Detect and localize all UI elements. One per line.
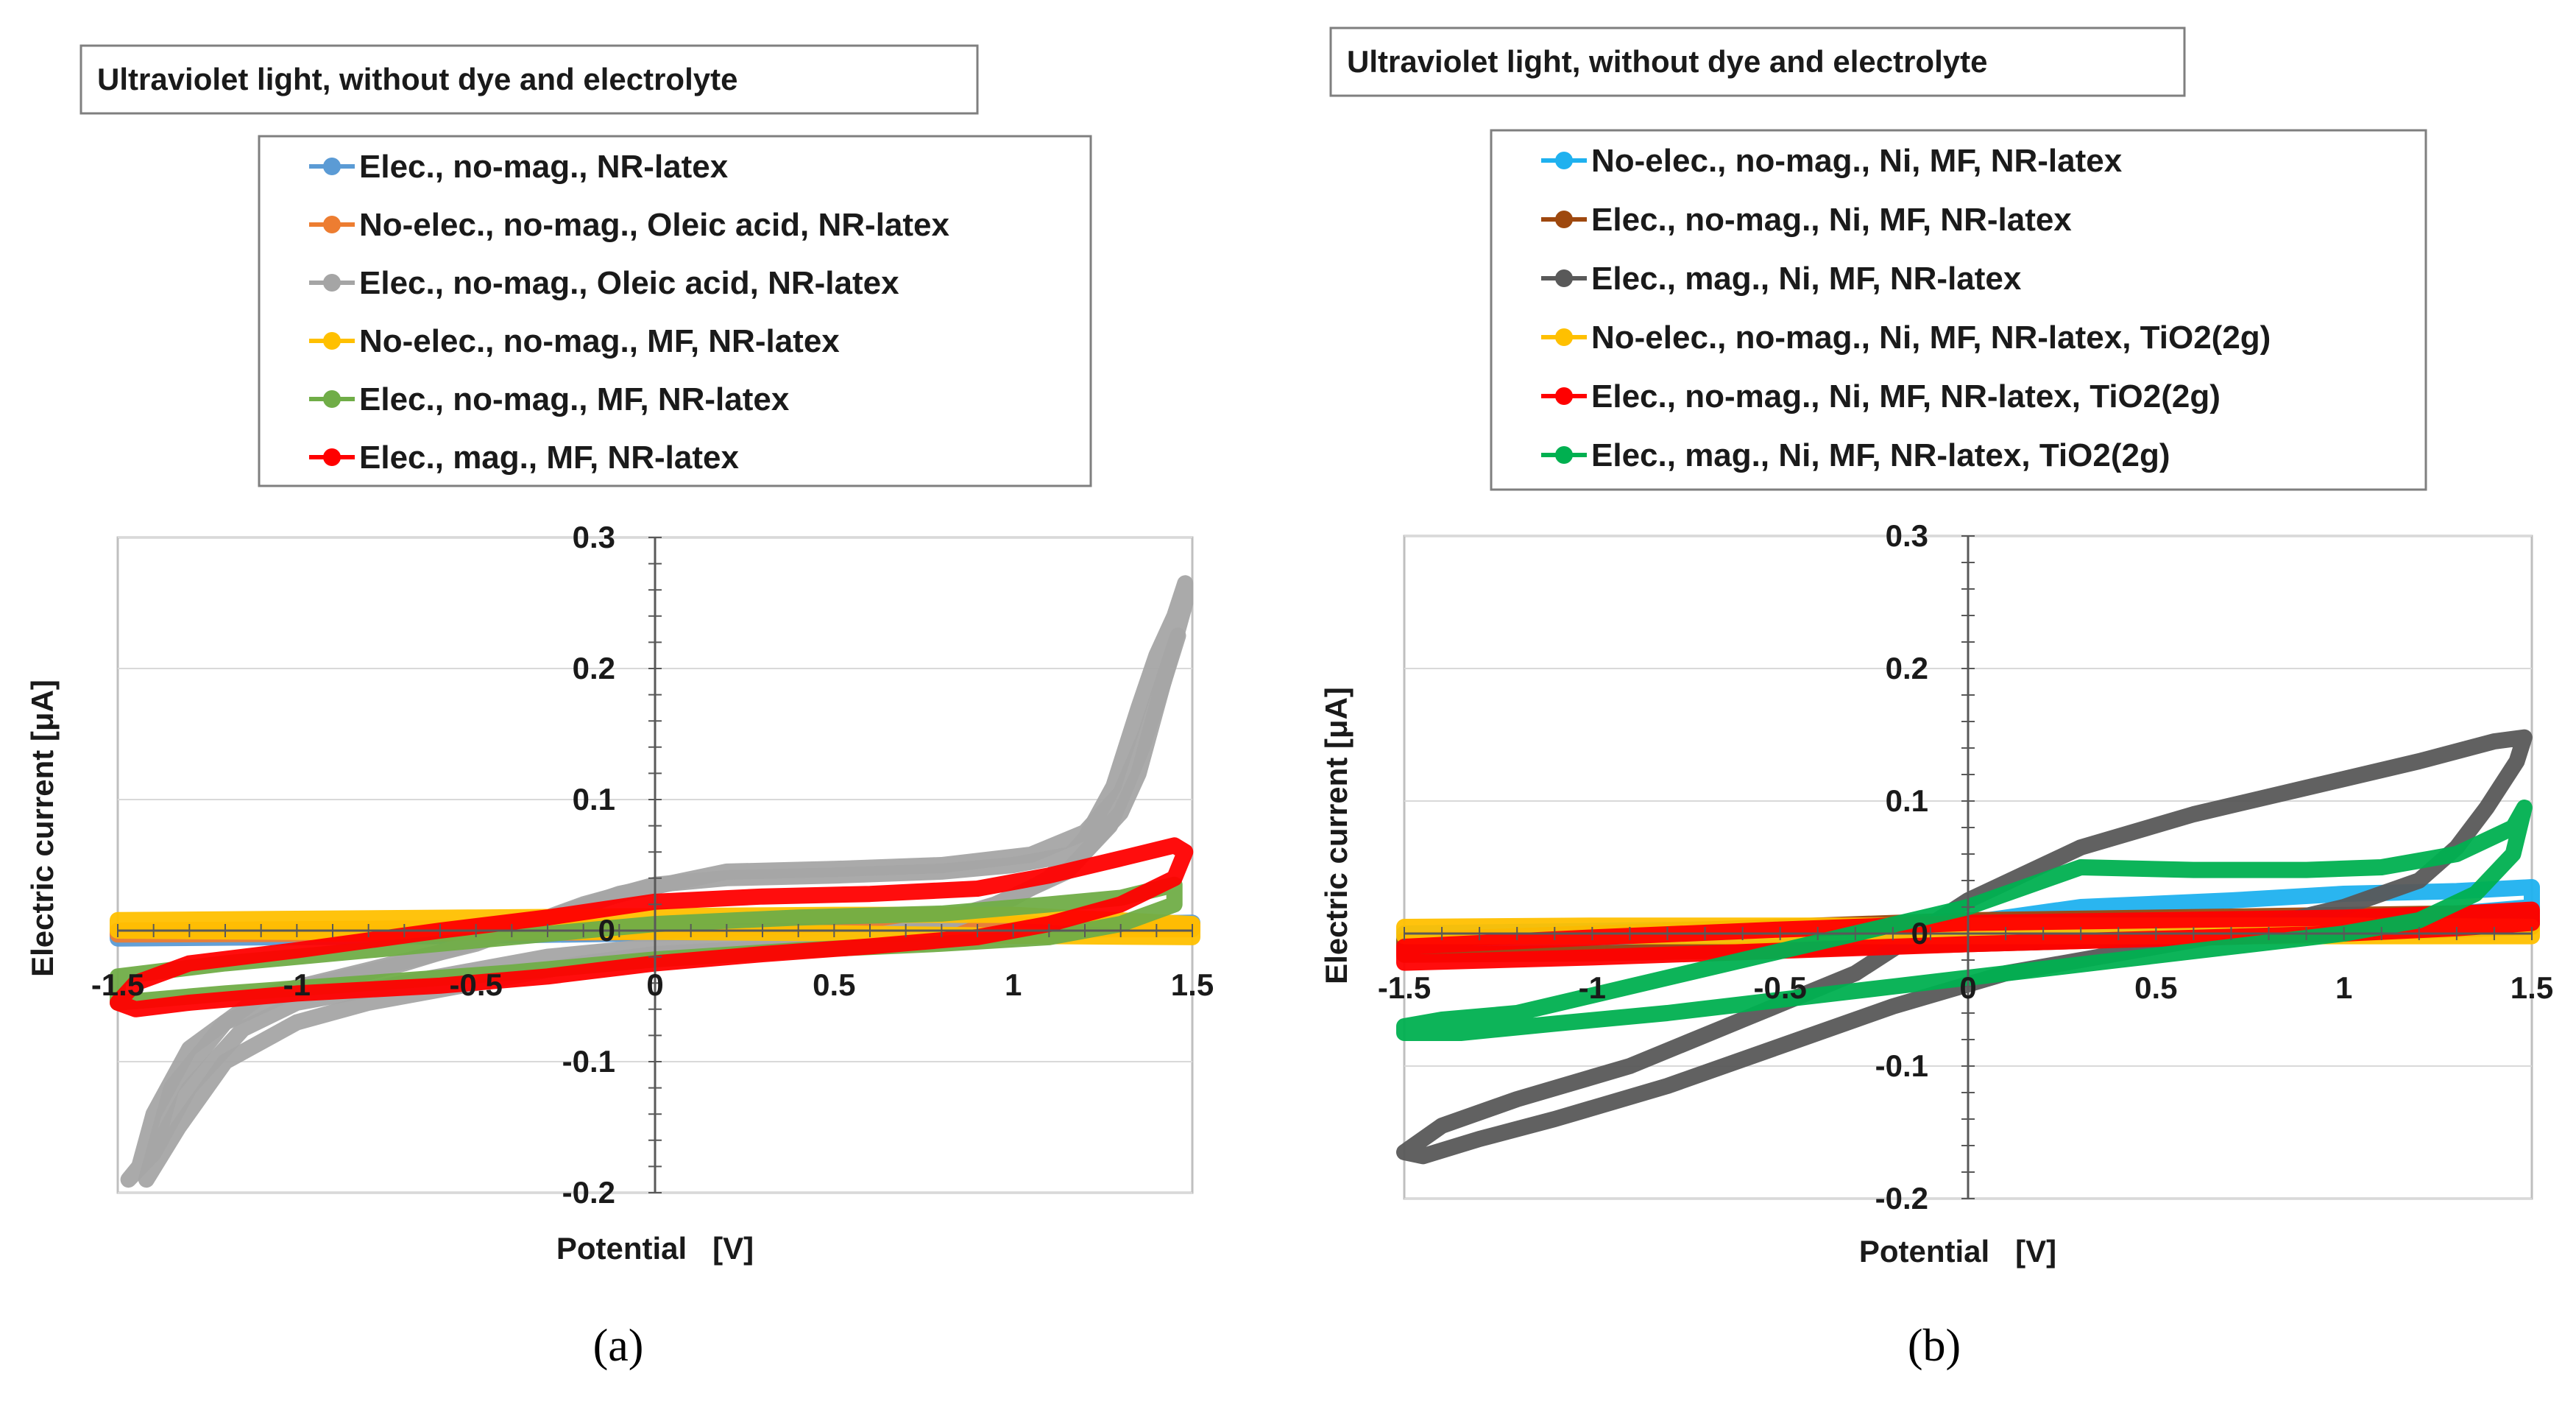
panel-a-label: (a) [593, 1321, 644, 1371]
panel-a-ylabel: Electric current [μA] [25, 680, 60, 977]
panel-b-x-tick-label: 1 [2335, 970, 2352, 1005]
panel-a-legend-marker [323, 390, 341, 408]
panel-a-x-tick-label: -0.5 [449, 967, 502, 1002]
panel-a-x-tick-label: -1.5 [91, 967, 144, 1002]
panel-b-axes: -0.2 -0.1 0 0.1 0.2 0.3 -1.5 -1 -0.5 0 0.5 1 1.5 [1378, 518, 2553, 1216]
panel-b-legend-box [1490, 129, 2427, 491]
panel-b-y-tick-label: 0 [1911, 916, 1928, 950]
panel-b-y-tick-label: -0.1 [1875, 1048, 1928, 1083]
panel-a-x-tick-label: 0.5 [813, 967, 855, 1002]
panel-b-y-tick-label: 0.2 [1886, 651, 1928, 685]
panel-a-y-tick-label: 0.1 [573, 782, 615, 816]
panel-a: Ultraviolet light, without dye and elect… [25, 44, 1214, 1371]
panel-a-legend: Elec., no-mag., NR-latex No-elec., no-mag… [309, 149, 950, 476]
panel-b-title-text: Ultraviolet light, without dye and elect… [1347, 44, 1987, 79]
panel-a-legend-label: Elec., no-mag., MF, NR-latex [359, 381, 790, 417]
panel-a-y-tick-label: 0 [598, 913, 615, 948]
panel-a-x-tick-label: 0 [646, 967, 663, 1002]
panel-b-legend-label: No-elec., no-mag., Ni, MF, NR-latex, TiO… [1591, 320, 2271, 356]
panel-a-axes: -0.2 -0.1 0 0.1 0.2 0.3 -1.5 -1 -0.5 0 0.5 1 1.5 [91, 520, 1214, 1210]
panel-b-legend-marker [1555, 269, 1573, 287]
panel-a-y-tick-label: -0.1 [562, 1044, 615, 1079]
panel-a-title-text: Ultraviolet light, without dye and elect… [97, 62, 737, 96]
panel-b-legend-marker [1555, 328, 1573, 346]
panel-b-x-tick-label: 1.5 [2510, 970, 2553, 1005]
panel-b-label: (b) [1908, 1321, 1961, 1371]
panel-b-y-tick-label: 0.3 [1886, 518, 1928, 553]
panel-a-legend-label: No-elec., no-mag., Oleic acid, NR-latex [359, 207, 950, 243]
panel-a-legend-marker [323, 158, 341, 175]
panel-b-legend-label: Elec., mag., Ni, MF, NR-latex [1591, 261, 2022, 297]
panel-a-y-tick-label: 0.3 [573, 520, 615, 554]
panel-a-y-tick-label: 0.2 [573, 651, 615, 685]
panel-b-legend-label: Elec., mag., Ni, MF, NR-latex, TiO2(2g) [1591, 437, 2170, 473]
panel-a-legend-marker [323, 216, 341, 233]
panel-b-x-tick-label: -1 [1579, 970, 1606, 1005]
panel-a-x-tick-label: 1 [1005, 967, 1022, 1002]
panel-a-legend-marker [323, 274, 341, 292]
panel-b-x-tick-label: -1.5 [1378, 970, 1431, 1005]
panel-b-legend-label: No-elec., no-mag., Ni, MF, NR-latex [1591, 143, 2123, 179]
panel-b-legend: No-elec., no-mag., Ni, MF, NR-latex Elec.… [1541, 143, 2271, 473]
panel-b-series-6-loop [1396, 800, 2533, 1041]
panel-b-legend-marker [1555, 446, 1573, 464]
panel-b-x-tick-label: -0.5 [1753, 970, 1806, 1005]
panel-a-x-tick-label: -1 [283, 967, 311, 1002]
panel-b-y-tick-label: 0.1 [1886, 783, 1928, 818]
panel-a-legend-marker [323, 448, 341, 466]
panel-a-legend-label: Elec., mag., MF, NR-latex [359, 440, 739, 476]
panel-b-title-box [1329, 27, 2186, 97]
panel-b-legend-label: Elec., no-mag., Ni, MF, NR-latex, TiO2(2… [1591, 378, 2221, 415]
panel-a-legend-marker [323, 332, 341, 350]
panel-a-title-box [79, 44, 979, 115]
panel-b-ylabel: Electric current [μA] [1319, 687, 1354, 984]
panel-a-y-tick-label: -0.2 [562, 1175, 615, 1210]
panel-a-legend-box [258, 135, 1092, 487]
panel-b-x-tick-label: 0.5 [2134, 970, 2177, 1005]
panel-a-x-tick-label: 1.5 [1171, 967, 1214, 1002]
panel-a-xlabel: Potential [V] [556, 1231, 754, 1266]
panel-b: Ultraviolet light, without dye and elect… [1319, 27, 2553, 1371]
panel-b-xlabel: Potential [V] [1859, 1234, 2056, 1269]
panel-b-legend-label: Elec., no-mag., Ni, MF, NR-latex [1591, 202, 2072, 238]
panel-b-x-tick-label: 0 [1959, 970, 1976, 1005]
panel-b-y-tick-label: -0.2 [1875, 1181, 1928, 1216]
panel-a-legend-label: Elec., no-mag., NR-latex [359, 149, 729, 185]
panel-b-legend-marker [1555, 387, 1573, 405]
panel-a-legend-label: Elec., no-mag., Oleic acid, NR-latex [359, 265, 899, 301]
panel-a-legend-label: No-elec., no-mag., MF, NR-latex [359, 323, 840, 359]
panel-b-legend-marker [1555, 152, 1573, 169]
panel-b-legend-marker [1555, 211, 1573, 228]
